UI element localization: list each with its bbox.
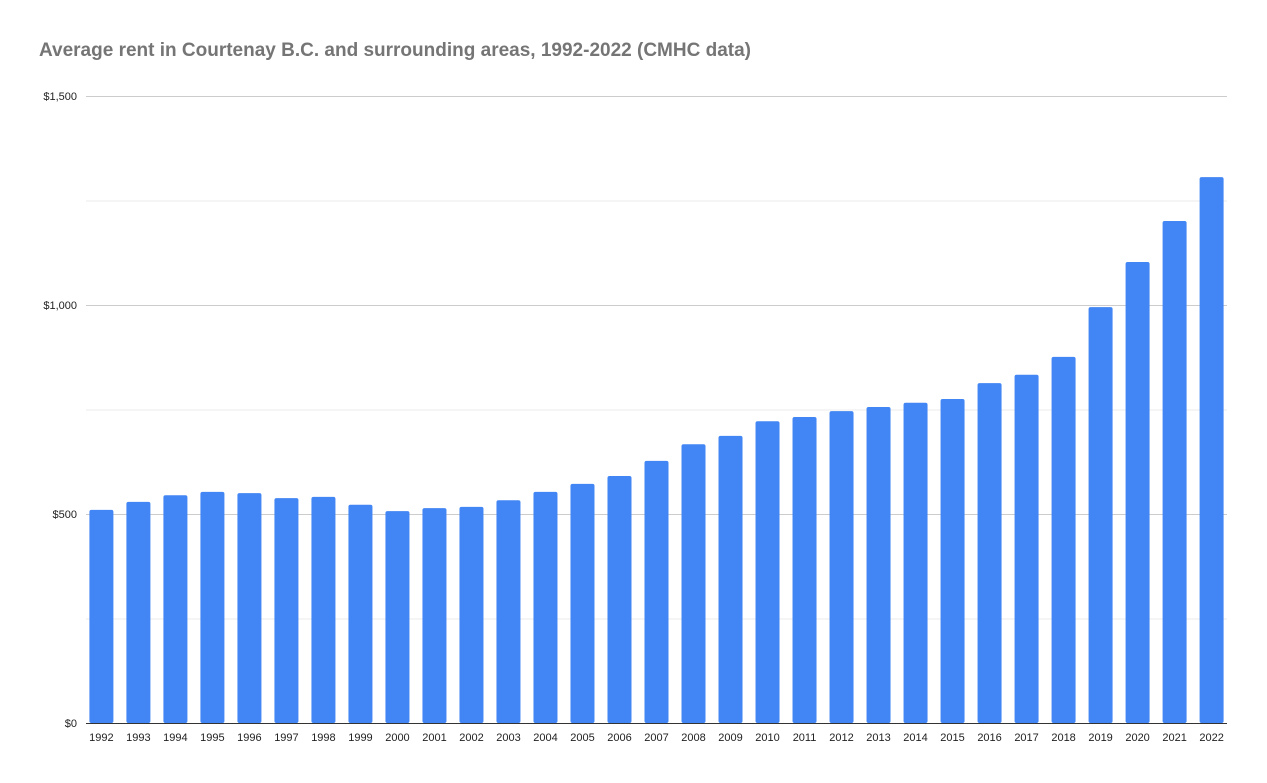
x-tick-label: 2005 [570,732,594,744]
bar [1014,374,1039,723]
bar [1051,356,1076,723]
bar [274,498,299,723]
bar [459,506,484,723]
y-tick-label: $1,000 [43,300,77,312]
bar [163,495,188,723]
x-tick-label: 1999 [348,732,372,744]
bar [570,483,595,723]
bar [89,509,114,723]
x-tick-label: 2006 [607,732,631,744]
bar [1162,220,1187,723]
x-tick-label: 2021 [1162,732,1186,744]
bar [977,383,1002,723]
x-tick-label: 1995 [200,732,224,744]
x-tick-label: 2022 [1199,732,1223,744]
bar [385,511,410,723]
x-tick-label: 2008 [681,732,705,744]
bar [496,500,521,723]
x-tick-label: 1994 [163,732,187,744]
x-tick-label: 2012 [829,732,853,744]
bar [829,411,854,723]
x-tick-label: 2016 [977,732,1001,744]
y-tick-label: $500 [53,509,77,521]
x-tick-label: 2002 [459,732,483,744]
x-tick-label: 1997 [274,732,298,744]
x-tick-label: 1998 [311,732,335,744]
x-tick-label: 2001 [422,732,446,744]
y-tick-label: $0 [65,718,77,730]
chart-title: Average rent in Courtenay B.C. and surro… [39,40,751,61]
bar [200,491,225,723]
x-tick-label: 2020 [1125,732,1149,744]
bar [1199,177,1224,724]
x-tick-label: 2013 [866,732,890,744]
bar [348,504,373,723]
x-tick-label: 1993 [126,732,150,744]
bar [866,406,891,723]
x-tick-label: 2014 [903,732,927,744]
bar [1125,261,1150,723]
x-tick-label: 2009 [718,732,742,744]
bar [607,475,632,723]
x-tick-label: 2017 [1014,732,1038,744]
x-tick-label: 2000 [385,732,409,744]
bar [755,421,780,723]
bar [718,435,743,723]
x-tick-label: 2004 [533,732,557,744]
x-tick-label: 2003 [496,732,520,744]
x-tick-label: 2019 [1088,732,1112,744]
bar [792,417,817,723]
bar [126,501,151,723]
bar [533,491,558,723]
x-tick-label: 1992 [89,732,113,744]
bar [311,496,336,723]
x-tick-label: 1996 [237,732,261,744]
x-tick-label: 2015 [940,732,964,744]
bar [644,460,669,723]
y-tick-label: $1,500 [43,91,77,103]
x-tick-label: 2010 [755,732,779,744]
bar [1088,307,1113,723]
x-tick-label: 2018 [1051,732,1075,744]
x-tick-label: 2011 [793,732,817,744]
x-tick-label: 2007 [644,732,668,744]
bar [903,402,928,723]
bar [422,508,447,723]
bar [681,444,706,723]
bar [237,493,262,723]
bar [940,399,965,723]
